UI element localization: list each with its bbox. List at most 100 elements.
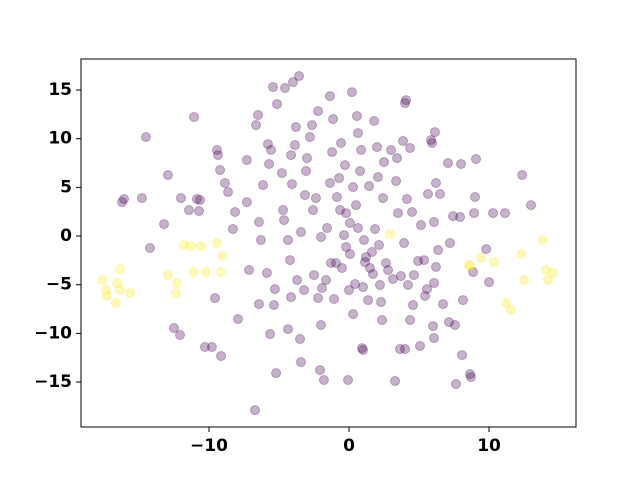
scatter-point [315, 365, 326, 376]
scatter-point [162, 170, 173, 181]
scatter-point [313, 293, 324, 304]
scatter-point [420, 290, 431, 301]
scatter-point [327, 147, 338, 158]
scatter-point [97, 275, 108, 286]
scatter-point [241, 197, 252, 208]
scatter-point [278, 205, 289, 216]
scatter-point [185, 241, 196, 252]
scatter-point [400, 344, 411, 355]
scatter-point [255, 235, 266, 246]
scatter-point [429, 127, 440, 138]
scatter-point [286, 150, 297, 161]
scatter-point [262, 139, 273, 150]
scatter-point [364, 181, 375, 192]
scatter-point [285, 255, 296, 266]
scatter-point [415, 341, 426, 352]
scatter-point [280, 83, 291, 94]
scatter-point [289, 140, 300, 151]
scatter-point [488, 208, 499, 219]
scatter-point [351, 111, 362, 122]
scatter-point [253, 217, 264, 228]
scatter-point [211, 145, 222, 156]
scatter-point [206, 341, 217, 352]
scatter-point [360, 252, 371, 263]
scatter-point [358, 282, 369, 293]
scatter-point [357, 343, 368, 354]
scatter-point [175, 193, 186, 204]
scatter-point [253, 299, 264, 310]
scatter-point [352, 128, 363, 139]
scatter-point [443, 158, 454, 169]
scatter-point [443, 317, 454, 328]
y-tick-label: 0 [60, 226, 72, 246]
scatter-point [189, 267, 200, 278]
scatter-point [265, 329, 276, 340]
scatter-point [365, 263, 376, 274]
scatter-point [307, 120, 318, 131]
scatter-point [140, 132, 151, 143]
scatter-point [111, 278, 122, 289]
y-tick-label: 10 [48, 129, 72, 149]
scatter-point [387, 274, 398, 285]
scatter-point [219, 177, 230, 188]
scatter-point [276, 168, 287, 179]
scatter-point [250, 405, 261, 416]
scatter-point [408, 270, 419, 281]
scatter-point [428, 321, 439, 332]
scatter-point [433, 245, 444, 256]
scatter-point [352, 223, 363, 234]
scatter-point [195, 195, 206, 206]
scatter-point [194, 206, 205, 217]
scatter-point [393, 208, 404, 219]
scatter-point [292, 275, 303, 286]
scatter-point [341, 242, 352, 253]
scatter-point [517, 170, 528, 181]
scatter-point [348, 182, 359, 193]
scatter-point [288, 77, 299, 88]
y-tick-label: −15 [34, 372, 72, 392]
scatter-point [422, 284, 433, 295]
scatter-point [251, 120, 262, 131]
scatter-point [407, 207, 418, 218]
scatter-point [178, 239, 189, 250]
scatter-point [261, 268, 272, 279]
scatter-point [290, 122, 301, 133]
scatter-point [183, 205, 194, 216]
scatter-point [422, 188, 433, 199]
scatter-point [476, 253, 487, 264]
scatter-point [470, 192, 481, 203]
scatter-point [385, 228, 396, 239]
scatter-point [282, 235, 293, 246]
scatter-point [101, 290, 112, 301]
scatter-point [374, 279, 385, 290]
scatter-point [145, 243, 156, 254]
scatter-point [117, 197, 128, 208]
scatter-point [373, 172, 383, 183]
x-tick-label: 0 [343, 436, 355, 456]
scatter-point [386, 145, 397, 156]
scatter-point [405, 315, 416, 326]
scatter-point [366, 247, 377, 258]
scatter-point [344, 217, 355, 228]
scatter-point [500, 208, 511, 219]
scatter-point [464, 260, 475, 271]
scatter-point [370, 224, 381, 235]
scatter-point [324, 177, 335, 188]
scatter-point [268, 300, 279, 311]
y-tick-label: 15 [48, 80, 72, 100]
scatter-point [376, 297, 387, 308]
scatter-point [430, 177, 441, 188]
x-tick-label: 10 [477, 436, 501, 456]
scatter-point [468, 267, 479, 278]
scatter-point [252, 110, 263, 121]
scatter-point [457, 350, 468, 361]
axes-frame [80, 58, 577, 428]
scatter-point [212, 150, 223, 161]
scatter-point [316, 232, 327, 243]
scatter-point [324, 91, 335, 102]
y-tick-label: −10 [34, 323, 72, 343]
scatter-point [346, 87, 357, 98]
scatter-point [379, 157, 390, 168]
scatter-point [264, 159, 275, 170]
